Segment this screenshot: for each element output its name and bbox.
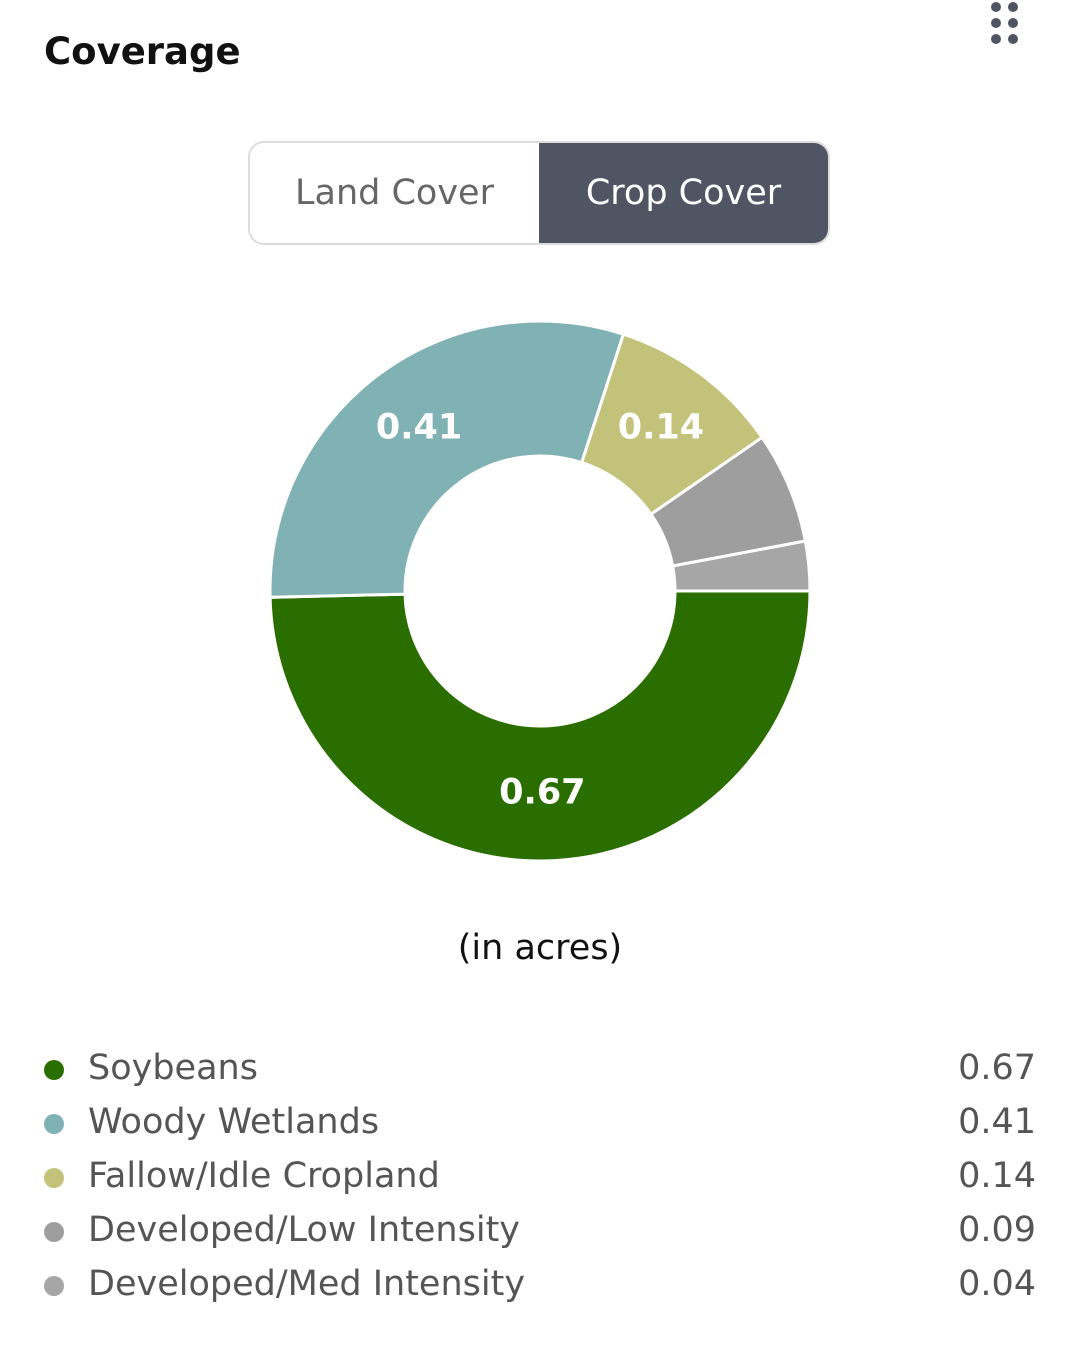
- legend-marker: [44, 1060, 64, 1080]
- legend-value: 0.09: [958, 1210, 1036, 1250]
- legend-label: Developed/Med Intensity: [88, 1264, 526, 1304]
- legend-item: Woody Wetlands 0.41: [40, 1098, 1036, 1152]
- legend-value: 0.04: [958, 1264, 1036, 1304]
- legend-item: Soybeans 0.67: [40, 1044, 1036, 1098]
- legend-label: Developed/Low Intensity: [88, 1210, 521, 1250]
- slice: [268, 319, 626, 599]
- legend-value: 0.67: [958, 1048, 1036, 1088]
- legend-label: Fallow/Idle Cropland: [88, 1156, 440, 1196]
- legend-marker: [44, 1222, 64, 1242]
- legend-label: Soybeans: [88, 1048, 258, 1088]
- legend-label: Woody Wetlands: [88, 1102, 380, 1142]
- legend-value: 0.41: [958, 1102, 1036, 1142]
- card-title: Coverage: [44, 30, 241, 73]
- legend-item: Developed/Med Intensity 0.04: [40, 1260, 1036, 1314]
- tab[interactable]: Land Cover: [295, 173, 494, 213]
- legend-marker: [44, 1114, 64, 1134]
- slice: [268, 589, 812, 863]
- legend-item: Fallow/Idle Cropland 0.14: [40, 1152, 1036, 1206]
- donut-chart: 0.67 0.41 0.14: [268, 319, 812, 863]
- data-label: 0.67: [499, 772, 585, 812]
- data-label: 0.14: [618, 408, 704, 448]
- unit-note: (in acres): [457, 928, 623, 968]
- legend-marker: [44, 1276, 64, 1296]
- data-label: 0.41: [376, 408, 462, 448]
- menu-button[interactable]: [988, 0, 1022, 46]
- tab[interactable]: Crop Cover: [539, 143, 828, 243]
- tab-switch: Land Cover Crop Cover: [248, 141, 830, 245]
- slice: [670, 539, 812, 593]
- legend-marker: [44, 1168, 64, 1188]
- legend-item: Developed/Low Intensity 0.09: [40, 1206, 1036, 1260]
- legend: Soybeans 0.67 Woody Wetlands 0.41 Fallow/Idl…: [40, 1044, 1036, 1314]
- legend-value: 0.14: [958, 1156, 1036, 1196]
